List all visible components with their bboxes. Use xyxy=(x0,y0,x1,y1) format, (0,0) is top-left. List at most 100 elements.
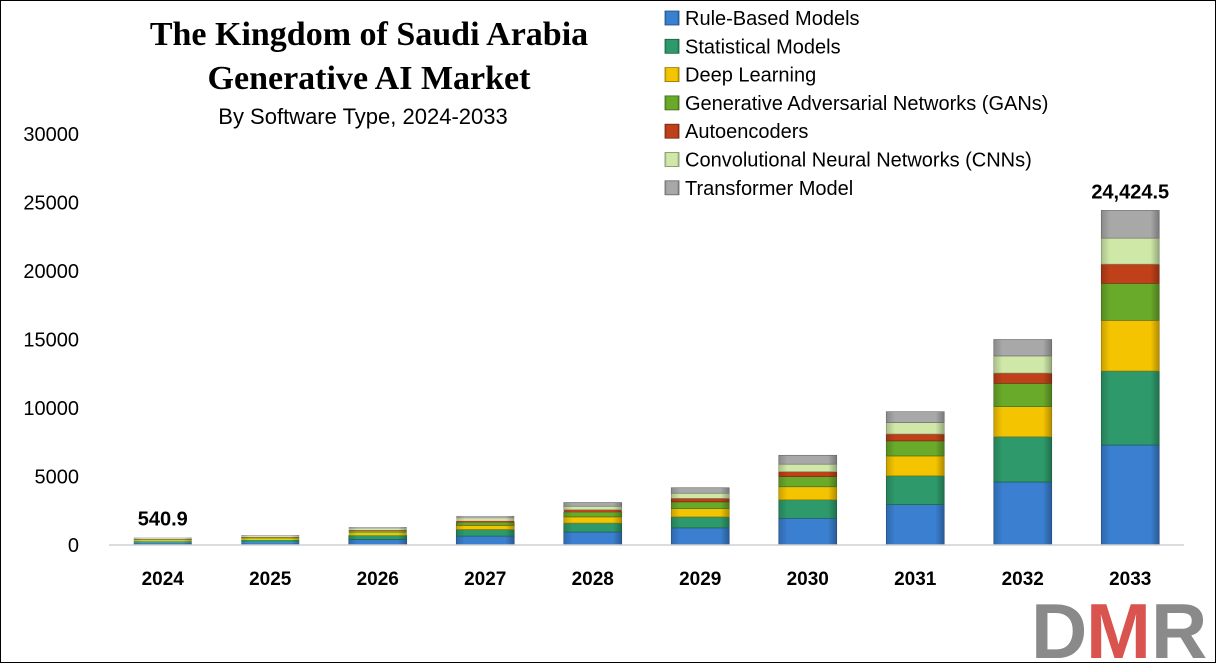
legend-label: Transformer Model xyxy=(685,178,853,200)
legend-label: Statistical Models xyxy=(685,36,841,58)
legend-swatch xyxy=(664,38,680,54)
bar-segment-2033-4 xyxy=(1100,283,1160,321)
bar-segment-2027-1 xyxy=(455,535,515,546)
chart-title-line-2: Generative AI Market xyxy=(208,60,532,97)
bar-segment-2031-1 xyxy=(885,504,945,546)
bar-segment-2033-3 xyxy=(1100,320,1160,372)
y-tick-label: 25000 xyxy=(23,193,79,215)
legend-label: Generative Adversarial Networks (GANs) xyxy=(685,93,1048,115)
bar-segment-2029-5 xyxy=(670,498,730,503)
bar-segment-2033-1 xyxy=(1100,444,1160,546)
y-tick-label: 5000 xyxy=(35,467,80,489)
bar-segment-2024-1 xyxy=(133,542,192,545)
legend-swatch xyxy=(664,152,680,167)
y-axis: 0 5000 10000 15000 20000 25000 30000 xyxy=(23,124,79,557)
bar-segment-2024-3 xyxy=(133,540,192,542)
legend-label: Deep Learning xyxy=(685,65,816,87)
legend-label: Rule-Based Models xyxy=(685,8,860,30)
bar-segment-2027-4 xyxy=(455,521,515,526)
data-label-2024: 540.9 xyxy=(138,509,188,531)
bar-segment-2025-3 xyxy=(241,538,300,540)
bar-segment-2025-5 xyxy=(241,536,300,538)
y-tick-label: 0 xyxy=(68,535,79,557)
x-tick-label: 2024 xyxy=(142,569,185,590)
x-tick-label: 2033 xyxy=(1109,569,1151,590)
bar-segment-2032-4 xyxy=(993,383,1053,407)
legend-swatch xyxy=(664,95,680,111)
bar-segment-2024-5 xyxy=(133,538,192,540)
bar-segment-2030-7 xyxy=(778,454,838,465)
bar-segment-2029-3 xyxy=(670,508,730,518)
x-tick-label: 2027 xyxy=(464,569,506,590)
bar-segment-2026-3 xyxy=(348,532,407,536)
bar-segment-2028-4 xyxy=(563,511,623,518)
x-axis: 2024 2025 2026 2027 2028 2029 2030 2031 2032 2033 xyxy=(109,544,1184,590)
x-tick-label: 2029 xyxy=(679,569,721,590)
bar-segment-2032-5 xyxy=(993,372,1053,384)
bar-segment-2029-2 xyxy=(670,516,730,529)
bar-segment-2031-5 xyxy=(885,433,945,442)
bar-segment-2028-6 xyxy=(563,505,623,511)
x-tick-label: 2026 xyxy=(357,569,399,590)
data-label-2033: 24,424.5 xyxy=(1091,181,1169,203)
bar-segment-2032-7 xyxy=(993,339,1053,357)
bar-segment-2025-1 xyxy=(241,542,300,545)
bar-segment-2032-1 xyxy=(993,481,1053,546)
data-labels: 540.9 24,424.5 xyxy=(138,181,1169,530)
x-tick-label: 2025 xyxy=(249,569,292,590)
bar-segment-2032-3 xyxy=(993,406,1053,438)
bar-segment-2027-7 xyxy=(456,515,515,519)
logo-m: M xyxy=(1086,587,1151,662)
bar-segment-2028-3 xyxy=(563,516,623,524)
bar-segment-2026-5 xyxy=(348,530,407,532)
bar-segment-2031-3 xyxy=(885,455,945,477)
bar-segment-2024-7 xyxy=(133,537,192,539)
bar-segment-2026-1 xyxy=(348,539,408,546)
bar-segment-2028-2 xyxy=(563,522,623,533)
bar-segment-2025-6 xyxy=(241,536,300,537)
bar-segment-2030-5 xyxy=(778,471,838,477)
bar-segment-2026-4 xyxy=(348,531,407,533)
y-tick-label: 20000 xyxy=(23,261,79,283)
bar-segment-2030-2 xyxy=(778,499,838,519)
y-tick-label: 10000 xyxy=(23,398,79,420)
bar-segment-2027-6 xyxy=(456,518,515,521)
bar-segment-2031-2 xyxy=(885,475,945,505)
bar-segment-2032-6 xyxy=(993,355,1053,374)
bar-segment-2030-6 xyxy=(778,463,838,473)
legend-label: Autoencoders xyxy=(685,121,808,143)
bar-segment-2025-4 xyxy=(241,537,300,539)
bars-group xyxy=(133,210,1160,546)
bar-segment-2027-2 xyxy=(455,529,515,537)
legend-swatch xyxy=(664,67,680,82)
bar-segment-2030-1 xyxy=(778,517,838,546)
bar-segment-2029-1 xyxy=(670,527,730,546)
dmr-logo: D M R xyxy=(1031,587,1207,662)
x-tick-label: 2028 xyxy=(572,569,614,590)
bar-segment-2033-5 xyxy=(1100,263,1160,284)
bar-segment-2024-2 xyxy=(133,541,192,543)
y-tick-label: 30000 xyxy=(23,124,79,146)
bar-segment-2033-6 xyxy=(1100,237,1160,265)
bar-segment-2031-7 xyxy=(885,411,945,423)
logo-d: D xyxy=(1031,587,1087,662)
bar-segment-2029-7 xyxy=(670,487,730,494)
logo-r: R xyxy=(1151,587,1207,662)
x-tick-label: 2031 xyxy=(894,569,937,590)
bar-segment-2029-4 xyxy=(670,501,730,509)
bar-segment-2030-4 xyxy=(778,476,838,488)
bar-segment-2024-6 xyxy=(133,538,192,539)
y-tick-label: 15000 xyxy=(23,330,79,352)
bar-segment-2026-6 xyxy=(348,528,407,531)
bar-segment-2031-4 xyxy=(885,440,945,457)
x-tick-label: 2032 xyxy=(1002,569,1044,590)
bar-segment-2025-7 xyxy=(241,535,300,537)
bar-segment-2033-7 xyxy=(1100,210,1160,239)
bar-segment-2028-1 xyxy=(563,531,623,546)
bar-segment-2033-2 xyxy=(1100,370,1160,446)
bar-segment-2025-2 xyxy=(241,539,300,543)
legend: Rule-Based Models Statistical Models Deep … xyxy=(664,8,1048,200)
chart-title-line-1: The Kingdom of Saudi Arabia xyxy=(150,16,588,53)
